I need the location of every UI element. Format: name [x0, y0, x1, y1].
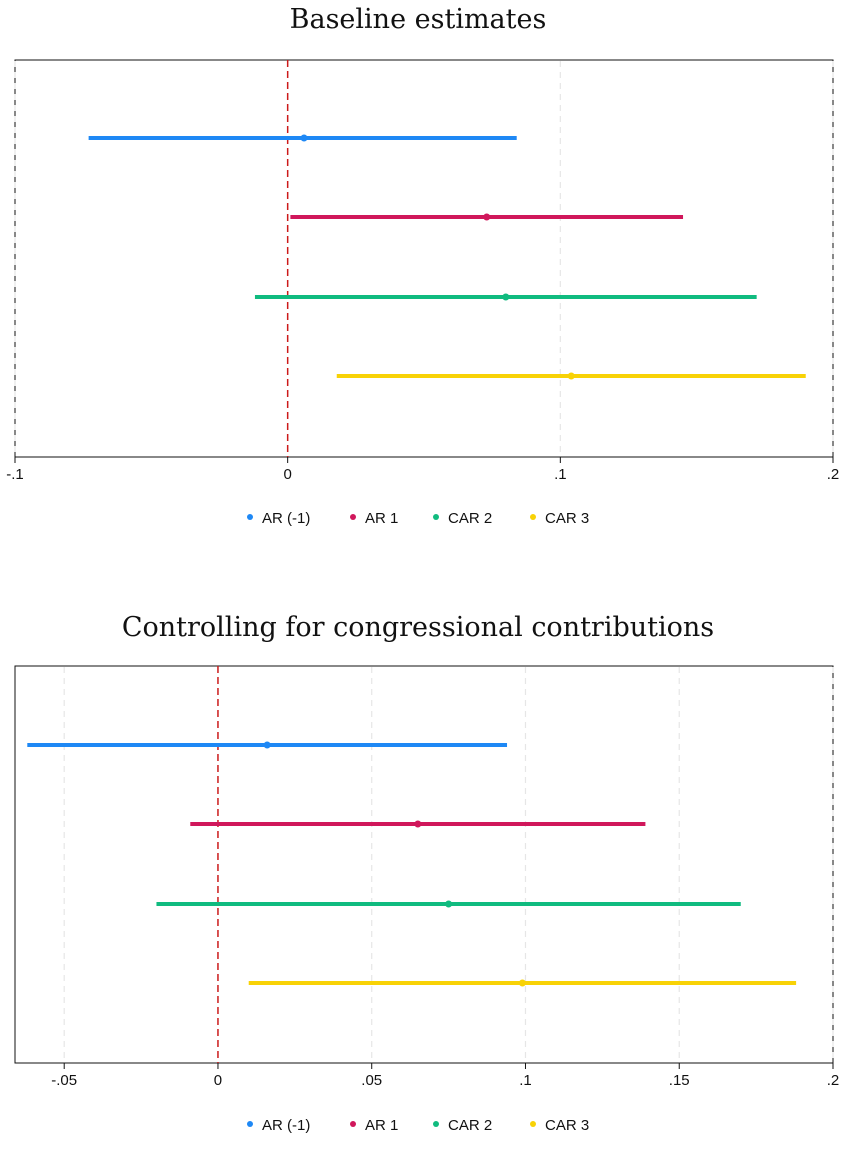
legend-label: CAR 3: [545, 1117, 589, 1134]
point-estimate-marker: [263, 741, 271, 749]
legend-marker: [530, 514, 536, 520]
legend-label: AR (-1): [262, 1117, 310, 1134]
legend-label: CAR 2: [448, 510, 492, 527]
legend-marker: [433, 1121, 439, 1127]
panel-title: Controlling for congressional contributi…: [122, 612, 714, 643]
point-estimate-marker: [483, 213, 491, 221]
legend-marker: [433, 514, 439, 520]
point-estimate-marker: [300, 134, 308, 142]
legend-marker: [530, 1121, 536, 1127]
point-estimate-marker: [518, 979, 526, 987]
legend-marker: [350, 514, 356, 520]
plot-frame: [14, 665, 834, 1064]
x-tick-label: .1: [519, 1072, 532, 1089]
legend-label: CAR 2: [448, 1117, 492, 1134]
x-tick-label: .2: [827, 1072, 840, 1089]
plot-frame: [14, 59, 834, 458]
legend-label: AR 1: [365, 510, 398, 527]
x-tick-label: -.05: [51, 1072, 77, 1089]
point-estimate-marker: [502, 293, 510, 301]
legend-label: CAR 3: [545, 510, 589, 527]
legend-label: AR (-1): [262, 510, 310, 527]
x-tick-label: 0: [283, 466, 291, 483]
x-tick-label: .2: [827, 466, 840, 483]
legend-label: AR 1: [365, 1117, 398, 1134]
point-estimate-marker: [445, 900, 453, 908]
legend-marker: [247, 514, 253, 520]
x-tick-label: .15: [669, 1072, 690, 1089]
panel-title: Baseline estimates: [290, 4, 547, 35]
x-tick-label: 0: [214, 1072, 222, 1089]
point-estimate-marker: [414, 820, 422, 828]
legend-marker: [350, 1121, 356, 1127]
legend-marker: [247, 1121, 253, 1127]
x-tick-label: .1: [554, 466, 567, 483]
panel-baseline: Baseline estimates -.1 0 .1 .2 AR (-1) AR 1 C…: [6, 4, 839, 527]
panel-controlling: Controlling for congressional contributi…: [14, 612, 840, 1134]
x-tick-label: .05: [361, 1072, 382, 1089]
x-tick-label: -.1: [6, 466, 24, 483]
point-estimate-marker: [567, 372, 575, 380]
